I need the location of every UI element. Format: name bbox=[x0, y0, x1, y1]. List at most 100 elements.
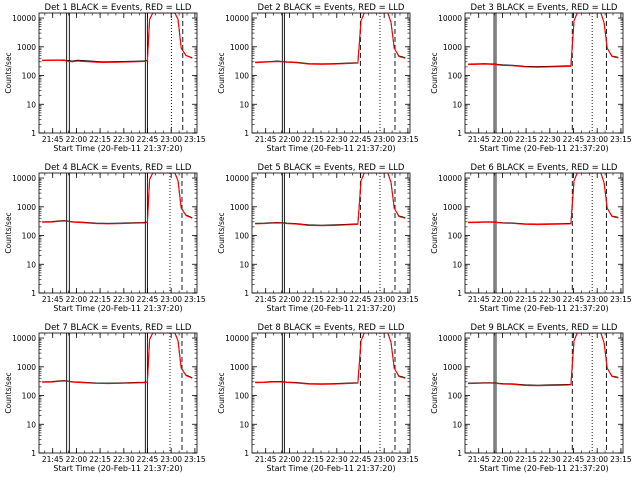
y-tick-label: 10000 bbox=[225, 14, 249, 23]
x-tick-label: 23:00 bbox=[586, 135, 608, 144]
panel-title: Det 7 BLACK = Events, RED = LLD bbox=[45, 323, 192, 333]
y-tick-label: 1 bbox=[244, 129, 249, 138]
x-tick-label: 23:15 bbox=[184, 455, 206, 464]
x-tick-label: 22:30 bbox=[113, 455, 135, 464]
y-tick-label: 100 bbox=[22, 392, 37, 401]
x-tick-label: 22:45 bbox=[563, 295, 585, 304]
x-tick-label: 22:00 bbox=[66, 455, 88, 464]
y-tick-label: 1000 bbox=[443, 43, 462, 52]
plot-area bbox=[468, 333, 619, 453]
lld-series-line bbox=[255, 173, 406, 227]
x-axis-label: Start Time (20-Feb-11 21:37:20) bbox=[53, 304, 182, 313]
panel-title: Det 5 BLACK = Events, RED = LLD bbox=[258, 163, 405, 173]
y-tick-label: 1 bbox=[457, 289, 462, 298]
x-tick-label: 23:00 bbox=[586, 295, 608, 304]
x-axis-label: Start Time (20-Feb-11 21:37:20) bbox=[266, 144, 395, 153]
y-tick-label: 10000 bbox=[438, 14, 462, 23]
events-series-line bbox=[468, 13, 619, 68]
x-tick-label: 22:30 bbox=[539, 295, 561, 304]
x-tick-label: 22:45 bbox=[350, 455, 372, 464]
panel-title: Det 6 BLACK = Events, RED = LLD bbox=[471, 163, 618, 173]
plot-frame bbox=[251, 172, 411, 294]
plot-area bbox=[468, 173, 619, 293]
x-tick-label: 21:45 bbox=[255, 295, 277, 304]
y-tick-label: 100 bbox=[448, 72, 463, 81]
y-tick-label: 1000 bbox=[17, 43, 36, 52]
x-tick-label: 22:00 bbox=[66, 295, 88, 304]
x-tick-label: 23:00 bbox=[373, 135, 395, 144]
x-tick-label: 22:45 bbox=[137, 295, 159, 304]
y-tick-label: 100 bbox=[22, 232, 37, 241]
y-tick-label: 1 bbox=[244, 289, 249, 298]
y-axis-label: Counts/sec bbox=[217, 372, 226, 413]
x-tick-label: 22:00 bbox=[279, 135, 301, 144]
x-tick-label: 21:45 bbox=[42, 455, 64, 464]
events-series-line bbox=[468, 333, 619, 386]
y-tick-label: 10 bbox=[452, 100, 462, 109]
events-series-line bbox=[468, 173, 619, 225]
events-series-line bbox=[255, 13, 406, 65]
y-axis-label: Counts/sec bbox=[430, 52, 439, 93]
x-tick-label: 21:45 bbox=[42, 135, 64, 144]
events-series-line bbox=[255, 173, 406, 226]
x-tick-label: 23:00 bbox=[160, 455, 182, 464]
y-axis-label: Counts/sec bbox=[4, 212, 13, 253]
x-tick-label: 22:30 bbox=[113, 295, 135, 304]
x-tick-label: 22:15 bbox=[515, 455, 537, 464]
x-tick-label: 22:15 bbox=[515, 295, 537, 304]
events-series-line bbox=[255, 333, 406, 385]
y-tick-label: 1 bbox=[244, 449, 249, 458]
x-axis-label: Start Time (20-Feb-11 21:37:20) bbox=[53, 144, 182, 153]
y-axis-label: Counts/sec bbox=[4, 372, 13, 413]
y-tick-label: 1000 bbox=[230, 363, 249, 372]
y-axis-label: Counts/sec bbox=[217, 52, 226, 93]
y-axis-label: Counts/sec bbox=[217, 212, 226, 253]
plot-area bbox=[42, 333, 193, 453]
x-tick-label: 22:15 bbox=[302, 455, 324, 464]
x-tick-label: 21:45 bbox=[42, 295, 64, 304]
x-tick-label: 22:30 bbox=[326, 135, 348, 144]
lld-series-line bbox=[468, 13, 619, 68]
plot-frame bbox=[464, 172, 624, 294]
x-tick-label: 22:15 bbox=[89, 135, 111, 144]
panel-title: Det 9 BLACK = Events, RED = LLD bbox=[471, 323, 618, 333]
panel-title: Det 3 BLACK = Events, RED = LLD bbox=[471, 3, 618, 13]
y-tick-label: 1000 bbox=[230, 203, 249, 212]
x-axis-label: Start Time (20-Feb-11 21:37:20) bbox=[479, 304, 608, 313]
y-tick-label: 10 bbox=[239, 100, 249, 109]
y-tick-label: 10 bbox=[26, 100, 36, 109]
y-tick-label: 10000 bbox=[12, 14, 36, 23]
x-tick-label: 21:45 bbox=[255, 135, 277, 144]
x-tick-label: 22:45 bbox=[563, 135, 585, 144]
plot-area bbox=[42, 173, 193, 293]
x-tick-label: 22:45 bbox=[350, 295, 372, 304]
x-tick-label: 22:15 bbox=[515, 135, 537, 144]
x-tick-label: 23:15 bbox=[397, 135, 419, 144]
y-tick-label: 100 bbox=[235, 232, 250, 241]
y-axis-label: Counts/sec bbox=[430, 212, 439, 253]
y-tick-label: 10000 bbox=[225, 334, 249, 343]
y-tick-label: 10000 bbox=[225, 174, 249, 183]
detector-panel: Det 1 BLACK = Events, RED = LLD Counts/se… bbox=[4, 3, 206, 153]
x-tick-label: 23:00 bbox=[373, 295, 395, 304]
x-tick-label: 22:15 bbox=[89, 455, 111, 464]
y-tick-label: 1000 bbox=[443, 363, 462, 372]
plot-frame bbox=[464, 12, 624, 134]
plot-frame bbox=[38, 12, 198, 134]
panel-title: Det 4 BLACK = Events, RED = LLD bbox=[45, 163, 192, 173]
y-axis-label: Counts/sec bbox=[430, 372, 439, 413]
x-tick-label: 22:30 bbox=[539, 135, 561, 144]
y-tick-label: 1 bbox=[31, 449, 36, 458]
x-tick-label: 22:00 bbox=[492, 455, 514, 464]
x-tick-label: 22:30 bbox=[326, 455, 348, 464]
x-tick-label: 22:15 bbox=[302, 295, 324, 304]
x-tick-label: 23:15 bbox=[184, 295, 206, 304]
y-tick-label: 10 bbox=[239, 420, 249, 429]
x-tick-label: 22:45 bbox=[563, 455, 585, 464]
x-tick-label: 22:45 bbox=[137, 135, 159, 144]
y-axis-label: Counts/sec bbox=[4, 52, 13, 93]
y-tick-label: 1 bbox=[31, 129, 36, 138]
x-tick-label: 21:45 bbox=[255, 455, 277, 464]
x-tick-label: 22:00 bbox=[279, 455, 301, 464]
y-tick-label: 10000 bbox=[438, 334, 462, 343]
